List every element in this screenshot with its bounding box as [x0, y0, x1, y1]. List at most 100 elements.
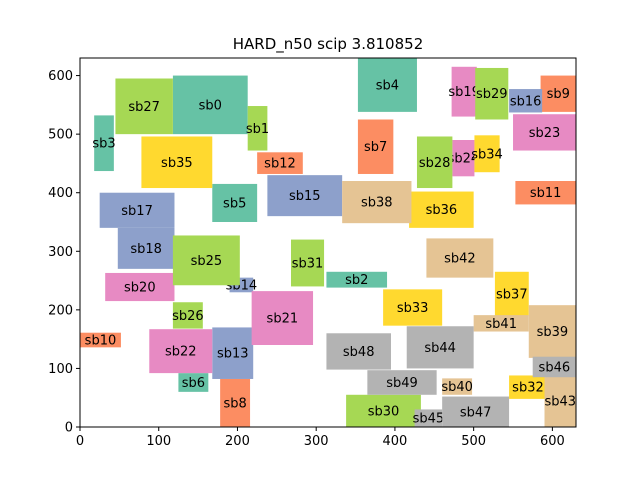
block-sb43: sb43	[544, 375, 576, 427]
block-rect-sb26	[172, 302, 203, 329]
block-rect-sb6	[178, 373, 209, 392]
block-sb41: sb41	[473, 315, 529, 332]
block-sb16: sb16	[509, 89, 543, 113]
x-tick-label: 300	[304, 434, 329, 449]
block-sb6: sb6	[178, 373, 209, 392]
block-label-sb49: sb49	[386, 376, 418, 391]
y-tick-label: 400	[48, 186, 73, 201]
block-rect-sb36	[409, 191, 474, 228]
block-label-sb3: sb3	[92, 137, 115, 152]
block-rect-sb45	[414, 409, 443, 427]
y-tick-label: 200	[48, 303, 73, 318]
block-label-sb11: sb11	[530, 186, 562, 201]
block-sb7: sb7	[357, 119, 394, 174]
block-rect-sb13	[212, 327, 254, 379]
block-rect-sb10	[80, 332, 121, 348]
block-label-sb2: sb2	[345, 273, 368, 288]
block-rect-sb35	[141, 136, 213, 189]
block-rect-sb27	[115, 78, 173, 135]
block-sb10: sb10	[80, 332, 121, 349]
y-tick-label: 100	[48, 362, 73, 377]
block-label-sb48: sb48	[343, 345, 375, 360]
block-label-sb8: sb8	[223, 396, 246, 411]
block-sb39: sb39	[528, 305, 576, 358]
y-tick-label: 0	[65, 421, 73, 436]
block-rect-sb34	[474, 135, 500, 173]
block-label-sb10: sb10	[85, 334, 117, 349]
block-rect-sb18	[117, 227, 175, 269]
block-rect-sb0	[172, 75, 248, 135]
block-rect-sb32	[509, 375, 547, 399]
block-rect-sb2	[326, 271, 388, 288]
block-label-sb46: sb46	[539, 360, 571, 375]
block-label-sb28: sb28	[419, 156, 451, 171]
block-label-sb32: sb32	[512, 381, 544, 396]
y-tick-label: 300	[48, 245, 73, 260]
block-rect-sb7	[357, 119, 394, 174]
block-sb2: sb2	[326, 271, 388, 288]
block-label-sb33: sb33	[397, 301, 429, 316]
x-tick-label: 600	[540, 434, 565, 449]
block-rect-sb22	[149, 329, 213, 374]
x-tick-label: 200	[225, 434, 250, 449]
block-rect-sb37	[494, 271, 529, 316]
block-rect-sb15	[267, 175, 343, 217]
block-rect-sb9	[540, 75, 576, 112]
block-label-sb7: sb7	[364, 140, 387, 155]
x-tick-label: 100	[146, 434, 171, 449]
block-label-sb47: sb47	[460, 405, 492, 420]
block-sb21: sb21	[251, 291, 314, 345]
block-sb31: sb31	[290, 239, 325, 287]
block-sb49: sb49	[367, 370, 437, 395]
block-label-sb22: sb22	[165, 345, 197, 360]
block-sb20: sb20	[105, 272, 175, 302]
y-tick-label: 500	[48, 128, 73, 143]
block-label-sb38: sb38	[361, 196, 393, 211]
rects-layer: sb0 sb1 sb2 sb3 sb4 sb5 sb6 sb7 sb8 sb9 sb10 sb11 sb…	[80, 58, 576, 427]
block-label-sb36: sb36	[426, 203, 458, 218]
block-sb18: sb18	[117, 227, 175, 269]
block-sb32: sb32	[509, 375, 547, 399]
block-rect-sb20	[105, 272, 175, 302]
block-label-sb20: sb20	[124, 281, 156, 296]
block-rect-sb31	[290, 239, 325, 287]
x-tick-label: 500	[461, 434, 486, 449]
block-sb22: sb22	[149, 329, 213, 374]
block-label-sb27: sb27	[128, 100, 160, 115]
block-label-sb37: sb37	[496, 287, 528, 302]
block-sb36: sb36	[409, 191, 474, 228]
block-label-sb42: sb42	[444, 252, 476, 267]
y-tick-label: 600	[48, 69, 73, 84]
block-sb48: sb48	[326, 333, 391, 370]
block-rect-sb25	[172, 235, 240, 286]
block-rect-sb49	[367, 370, 437, 395]
block-rect-sb43	[544, 375, 576, 427]
block-rect-sb30	[346, 394, 421, 427]
block-rect-sb11	[515, 181, 576, 205]
plot-frame	[79, 57, 577, 428]
axes-frame	[79, 57, 577, 428]
block-sb0: sb0	[172, 75, 248, 135]
block-rect-sb29	[475, 67, 509, 120]
block-label-sb19: sb19	[448, 85, 480, 100]
chart-title: HARD_n50 scip 3.810852	[233, 35, 423, 54]
x-tick-label: 0	[76, 434, 84, 449]
block-label-sb39: sb39	[537, 325, 569, 340]
block-sb45: sb45	[413, 409, 444, 427]
block-sb29: sb29	[475, 67, 509, 120]
block-label-sb40: sb40	[441, 380, 473, 395]
block-label-sb21: sb21	[267, 312, 299, 327]
block-sb34: sb34	[471, 135, 503, 173]
block-sb4: sb4	[357, 58, 417, 112]
block-sb26: sb26	[172, 302, 204, 329]
block-label-sb17: sb17	[121, 204, 153, 219]
block-label-sb6: sb6	[182, 376, 205, 391]
block-label-sb35: sb35	[161, 156, 193, 171]
block-label-sb1: sb1	[246, 122, 269, 137]
block-label-sb24: sb24	[448, 152, 480, 167]
block-sb27: sb27	[115, 78, 173, 135]
block-label-sb4: sb4	[376, 78, 399, 93]
block-sb37: sb37	[494, 271, 529, 316]
block-rect-sb23	[513, 114, 576, 151]
block-label-sb13: sb13	[217, 347, 249, 362]
